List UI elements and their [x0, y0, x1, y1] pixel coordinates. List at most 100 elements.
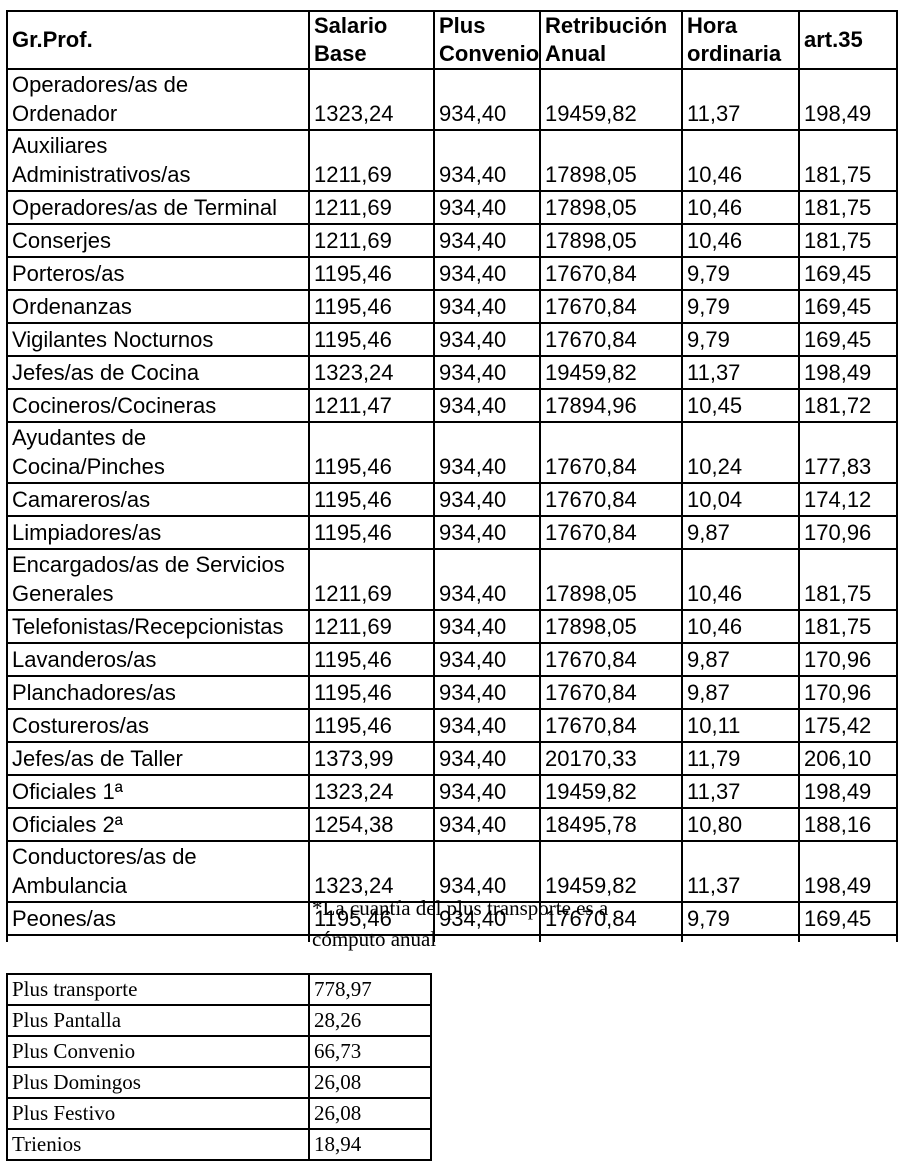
value-cell: 934,40: [433, 901, 541, 936]
value-cell: 9,79: [681, 322, 800, 357]
value-cell: 1323,24: [308, 355, 435, 390]
value-cell: 1195,46: [308, 642, 435, 677]
value-cell: 10,80: [681, 807, 800, 842]
value-cell: 17670,84: [539, 708, 683, 743]
plus-label-cell: Trienios: [6, 1128, 310, 1161]
group-cell: Planchadores/as: [6, 675, 310, 710]
value-cell: 169,45: [798, 256, 898, 291]
table-row: Ordenanzas 1195,46 934,40 17670,84 9,79 169,4…: [6, 289, 898, 324]
value-cell: 181,75: [798, 609, 898, 644]
group-cell: Jefes/as de Taller: [6, 741, 310, 776]
value-cell: 181,75: [798, 129, 898, 192]
value-cell: 17670,84: [539, 642, 683, 677]
group-cell: Limpiadores/as: [6, 515, 310, 550]
value-cell: 1195,46: [308, 708, 435, 743]
value-cell: 17670,84: [539, 256, 683, 291]
value-cell: 175,42: [798, 708, 898, 743]
value-cell: 1195,46: [308, 901, 435, 936]
plus-value-cell: 26,08: [308, 1097, 432, 1130]
value-cell: 170,96: [798, 642, 898, 677]
plus-value-cell: 778,97: [308, 973, 432, 1006]
table-row: Jefes/as de Cocina 1323,24 934,40 19459,82 1…: [6, 355, 898, 390]
group-cell: Auxiliares Administrativos/as: [6, 129, 310, 192]
value-cell: 17898,05: [539, 548, 683, 611]
plus-table: Plus transporte 778,97 Plus Pantalla 28,26 P…: [6, 973, 432, 1161]
value-cell: 934,40: [433, 190, 541, 225]
value-cell: 10,46: [681, 548, 800, 611]
value-cell: 1323,24: [308, 840, 435, 903]
group-cell: Conserjes: [6, 223, 310, 258]
value-cell: 934,40: [433, 322, 541, 357]
value-cell: 1195,46: [308, 675, 435, 710]
value-cell: 9,79: [681, 256, 800, 291]
value-cell: 934,40: [433, 129, 541, 192]
value-cell: 181,75: [798, 223, 898, 258]
plus-value-cell: 28,26: [308, 1004, 432, 1037]
value-cell: 17670,84: [539, 482, 683, 517]
value-cell: 17670,84: [539, 901, 683, 936]
value-cell: 181,75: [798, 190, 898, 225]
value-cell: 1211,69: [308, 609, 435, 644]
stub-cell: [681, 935, 800, 942]
value-cell: 934,40: [433, 289, 541, 324]
table-row: Ayudantes de Cocina/Pinches 1195,46 934,40…: [6, 421, 898, 484]
value-cell: 11,37: [681, 68, 800, 131]
group-cell: Lavanderos/as: [6, 642, 310, 677]
value-cell: 17898,05: [539, 609, 683, 644]
value-cell: 934,40: [433, 388, 541, 423]
table-row: Costureros/as 1195,46 934,40 17670,84 10,11 1…: [6, 708, 898, 743]
value-cell: 10,46: [681, 190, 800, 225]
table-row: Porteros/as 1195,46 934,40 17670,84 9,79 169,…: [6, 256, 898, 291]
stub-cell: [433, 935, 541, 942]
group-cell: Ordenanzas: [6, 289, 310, 324]
footnote: *La cuantía del plus transporte es a cóm…: [312, 896, 609, 951]
stub-cell: [539, 935, 683, 942]
value-cell: 1211,69: [308, 548, 435, 611]
group-cell: Cocineros/Cocineras: [6, 388, 310, 423]
plus-table-body: Plus transporte 778,97 Plus Pantalla 28,26 P…: [6, 973, 432, 1161]
plus-label-cell: Plus Festivo: [6, 1097, 310, 1130]
group-cell: Peones/as: [6, 901, 310, 936]
table-row: Oficiales 1ª 1323,24 934,40 19459,82 11,37 19…: [6, 774, 898, 809]
table-row: Encargados/as de Servicios Generales 1211…: [6, 548, 898, 611]
value-cell: 17898,05: [539, 129, 683, 192]
value-cell: 188,16: [798, 807, 898, 842]
group-cell: Jefes/as de Cocina: [6, 355, 310, 390]
value-cell: 174,12: [798, 482, 898, 517]
table-row: Planchadores/as 1195,46 934,40 17670,84 9,87…: [6, 675, 898, 710]
value-cell: 10,46: [681, 609, 800, 644]
table-row: Peones/as 1195,46 934,40 17670,84 9,79 169,45: [6, 901, 898, 936]
value-cell: 17898,05: [539, 190, 683, 225]
plus-label-cell: Plus Pantalla: [6, 1004, 310, 1037]
header-row: Gr.Prof. Salario Base Plus Convenio Retr…: [6, 10, 898, 70]
group-cell: Camareros/as: [6, 482, 310, 517]
value-cell: 934,40: [433, 807, 541, 842]
plus-label-cell: Plus Domingos: [6, 1066, 310, 1099]
table-row: Cocineros/Cocineras 1211,47 934,40 17894,96…: [6, 388, 898, 423]
group-cell: Oficiales 2ª: [6, 807, 310, 842]
value-cell: 1195,46: [308, 421, 435, 484]
value-cell: 9,87: [681, 515, 800, 550]
value-cell: 17894,96: [539, 388, 683, 423]
value-cell: 17670,84: [539, 322, 683, 357]
value-cell: 934,40: [433, 840, 541, 903]
table-row: Conductores/as de Ambulancia 1323,24 934,4…: [6, 840, 898, 903]
table-row: Jefes/as de Taller 1373,99 934,40 20170,33 1…: [6, 741, 898, 776]
group-cell: Costureros/as: [6, 708, 310, 743]
value-cell: 169,45: [798, 289, 898, 324]
value-cell: 934,40: [433, 548, 541, 611]
value-cell: 1373,99: [308, 741, 435, 776]
value-cell: 10,46: [681, 129, 800, 192]
value-cell: 1195,46: [308, 322, 435, 357]
stub-cell: [308, 935, 435, 942]
column-header-art35: art.35: [798, 10, 898, 70]
value-cell: 19459,82: [539, 68, 683, 131]
column-header-plus-convenio: Plus Convenio: [433, 10, 541, 70]
value-cell: 9,87: [681, 675, 800, 710]
column-header-retribucion-anual: Retribución Anual: [539, 10, 683, 70]
plus-value-cell: 66,73: [308, 1035, 432, 1068]
salary-table-body: Operadores/as de Ordenador 1323,24 934,40 1…: [6, 68, 898, 942]
value-cell: 11,79: [681, 741, 800, 776]
value-cell: 934,40: [433, 355, 541, 390]
table-row: Limpiadores/as 1195,46 934,40 17670,84 9,87 1…: [6, 515, 898, 550]
